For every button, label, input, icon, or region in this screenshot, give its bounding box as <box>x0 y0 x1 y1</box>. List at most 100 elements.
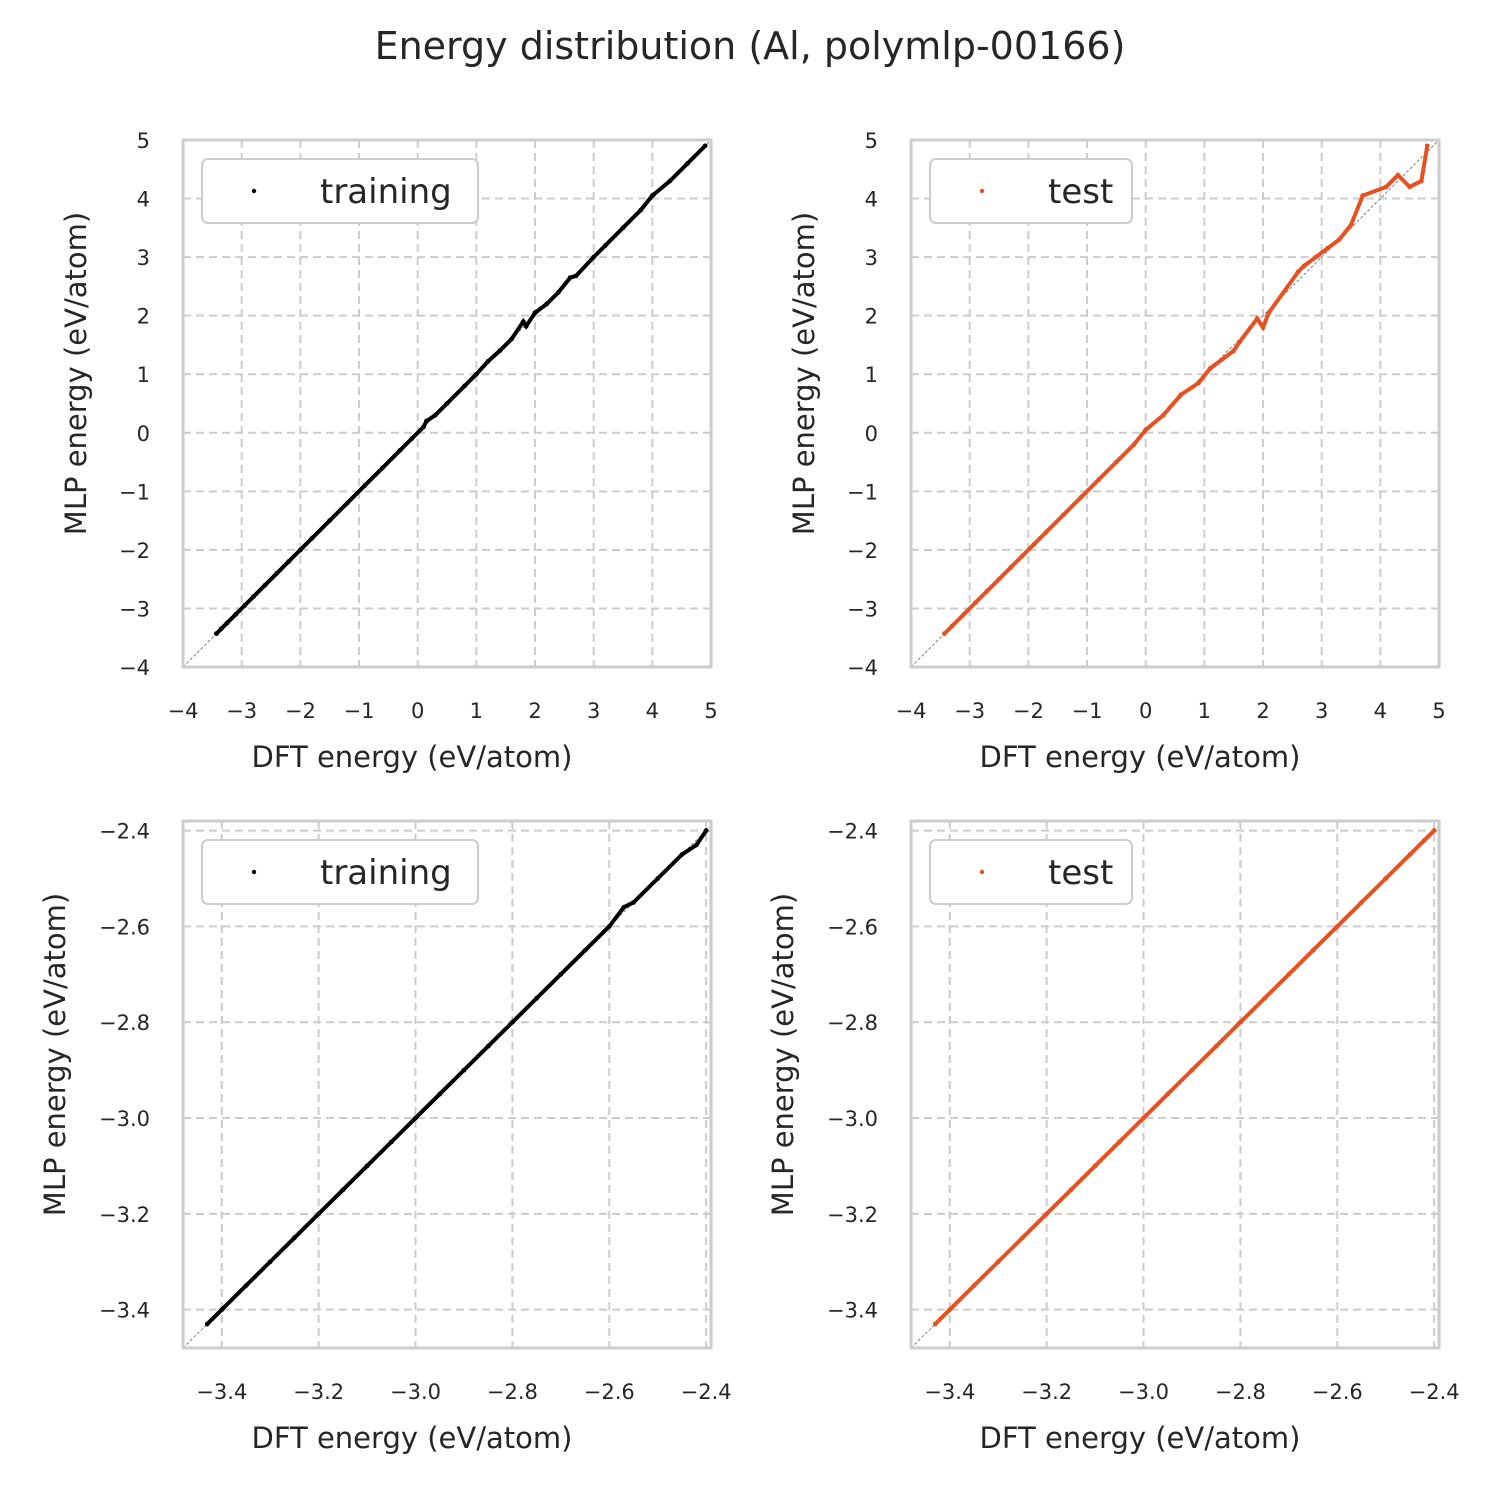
x-tick-label: 2 <box>528 699 541 723</box>
data-point <box>1310 947 1316 953</box>
data-point <box>1301 263 1307 269</box>
data-point <box>286 559 291 564</box>
data-point <box>971 1283 977 1289</box>
data-point <box>1336 237 1342 242</box>
data-point <box>344 500 350 506</box>
data-point <box>424 418 429 424</box>
y-tick-label: 1 <box>137 363 150 387</box>
y-tick-label: −3.4 <box>99 1299 150 1323</box>
x-tick-label: 5 <box>1432 699 1445 723</box>
data-point <box>473 371 479 377</box>
data-point <box>364 1163 370 1169</box>
data-point <box>631 900 636 905</box>
data-point <box>1286 971 1292 977</box>
data-point <box>388 1139 394 1145</box>
y-tick-label: −3.0 <box>99 1107 150 1131</box>
data-point <box>702 143 708 149</box>
data-point <box>995 1259 1001 1265</box>
series-band-training <box>205 828 709 1327</box>
y-tick-label: 3 <box>865 246 878 270</box>
data-point <box>224 620 230 626</box>
data-point <box>534 995 540 1001</box>
x-tick-label: 2 <box>1256 699 1269 723</box>
data-point <box>274 570 280 576</box>
data-point <box>1419 178 1424 184</box>
y-tick-label: −3.4 <box>827 1299 878 1323</box>
y-tick-label: −2.8 <box>827 1011 878 1035</box>
data-point <box>996 576 1002 582</box>
data-point <box>1178 392 1184 398</box>
data-point <box>204 1321 210 1327</box>
data-point <box>251 594 256 600</box>
legend-marker <box>251 188 257 194</box>
y-tick-label: 2 <box>137 305 150 329</box>
legend-box <box>929 158 1133 224</box>
data-point <box>509 1019 515 1025</box>
data-point <box>1165 1091 1171 1097</box>
data-point <box>1068 1187 1074 1193</box>
y-tick-label: −3 <box>847 597 878 621</box>
data-point <box>362 483 368 488</box>
legend-marker <box>979 188 985 194</box>
data-point <box>573 273 579 279</box>
data-point <box>1359 900 1364 905</box>
x-tick-label: −3.2 <box>293 1380 344 1404</box>
x-tick-label: −2.6 <box>584 1380 635 1404</box>
x-tick-label: −3.4 <box>924 1380 975 1404</box>
data-point <box>1061 512 1066 518</box>
data-point <box>1237 339 1242 345</box>
data-point <box>421 424 426 430</box>
x-axis-label: DFT energy (eV/atom) <box>252 1421 573 1455</box>
data-point <box>509 336 514 342</box>
data-point <box>1213 1043 1219 1049</box>
y-axis-label: MLP energy (eV/atom) <box>787 212 821 535</box>
data-point <box>1424 143 1430 149</box>
data-point <box>462 383 467 389</box>
chart-bottom-left: −3.4 −3.2 −3.0 −2.8 −2.6 −2.4 −3.4 −3.2 −3.0 −2.8… <box>38 819 732 1455</box>
x-tick-label: 4 <box>646 699 659 723</box>
data-point <box>679 852 685 857</box>
data-point <box>1431 828 1437 833</box>
data-point <box>1141 1115 1146 1121</box>
x-tick-label: 0 <box>411 699 424 723</box>
data-point <box>703 828 709 833</box>
data-point <box>1096 477 1102 483</box>
legend-box <box>201 839 479 905</box>
data-point <box>1383 184 1389 190</box>
data-point <box>1260 324 1266 330</box>
data-point <box>1196 380 1201 386</box>
y-tick-label: −2 <box>847 539 878 563</box>
series-test <box>942 143 1430 637</box>
data-point <box>233 611 239 617</box>
data-point <box>409 436 415 442</box>
x-tick-label: −4 <box>168 699 199 723</box>
data-point <box>1092 1163 1098 1169</box>
y-axis-label: MLP energy (eV/atom) <box>766 893 800 1216</box>
y-tick-label: −2.6 <box>99 915 150 939</box>
figure-title: Energy distribution (Al, polymlp-00166) <box>374 24 1126 68</box>
data-point <box>949 623 955 629</box>
data-point <box>1044 1211 1050 1217</box>
x-tick-label: −2 <box>285 699 316 723</box>
data-point <box>413 1115 418 1121</box>
data-point <box>556 289 561 295</box>
y-tick-label: −2.8 <box>99 1011 150 1035</box>
data-point <box>432 412 438 418</box>
data-point <box>961 611 967 617</box>
axes-frame <box>181 138 713 669</box>
data-point <box>606 924 612 929</box>
data-point <box>1334 924 1340 929</box>
legend-box <box>201 158 479 224</box>
x-tick-label: 1 <box>470 699 483 723</box>
y-tick-label: 4 <box>137 188 150 212</box>
data-point <box>667 178 673 184</box>
data-point <box>932 1321 938 1327</box>
series-test <box>932 828 1437 1327</box>
data-point <box>973 600 978 605</box>
data-point <box>591 254 597 260</box>
data-point <box>1295 269 1301 275</box>
data-point <box>340 1187 346 1193</box>
data-point <box>520 319 526 324</box>
y-tick-label: −3.2 <box>827 1203 878 1227</box>
y-tick-label: −1 <box>119 480 150 504</box>
